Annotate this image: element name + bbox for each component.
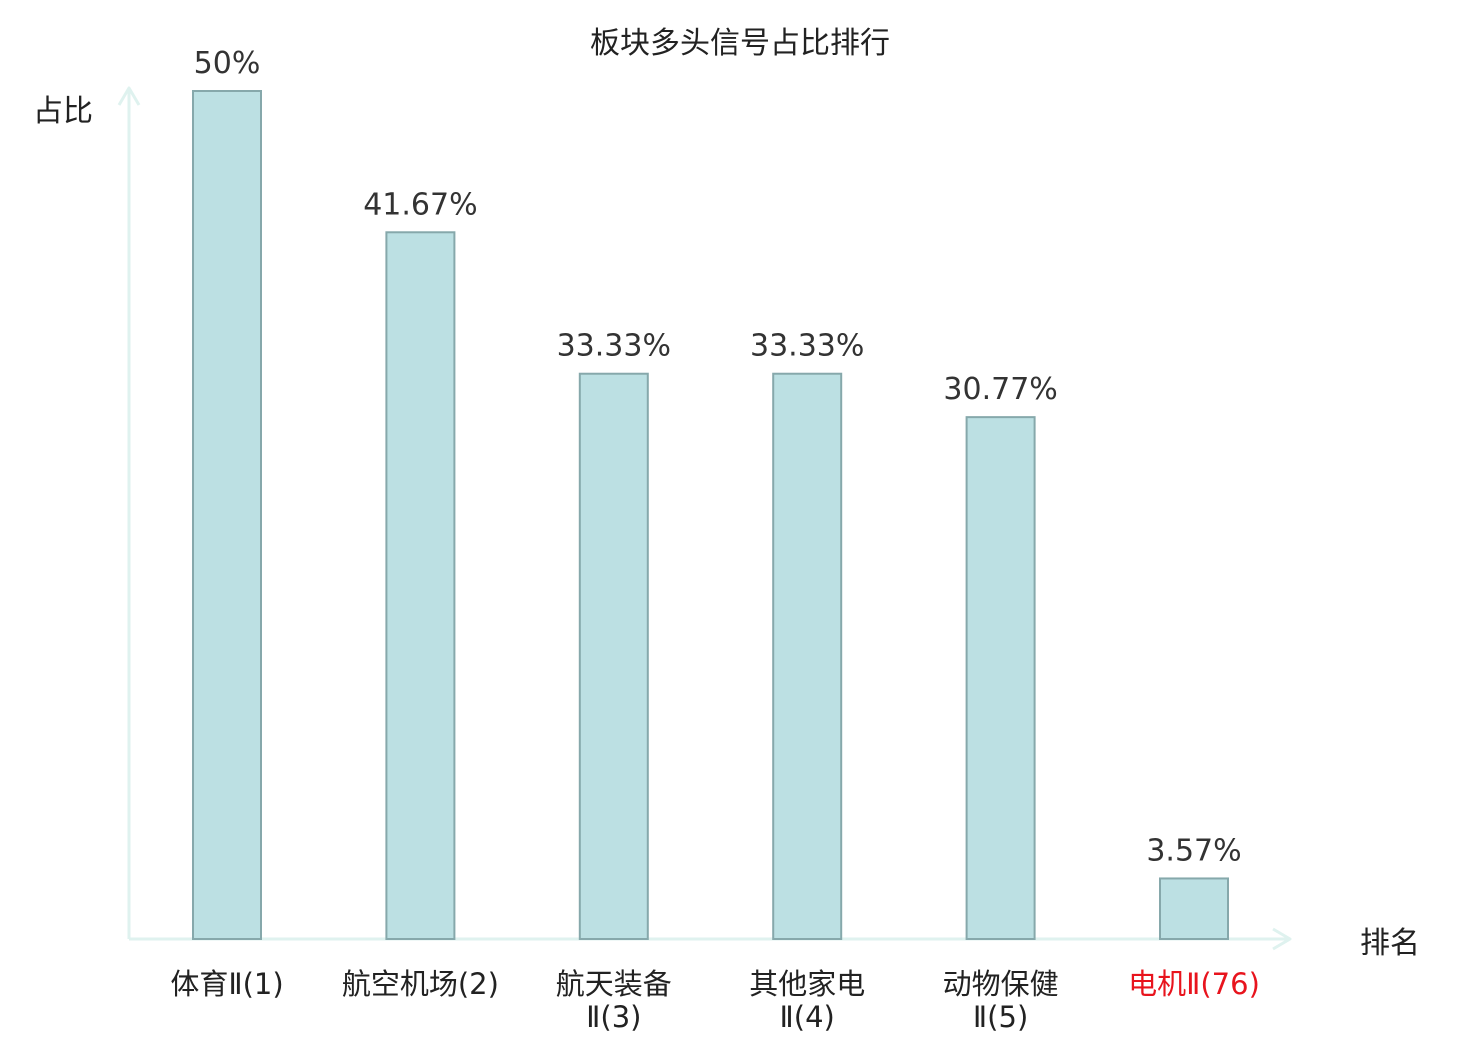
value-label: 30.77%	[943, 372, 1057, 407]
value-label: 3.57%	[1146, 833, 1241, 868]
value-labels-group: 50% 41.67% 33.33% 33.33% 30.77% 3.57%	[194, 46, 1242, 868]
category-label: 电机Ⅱ(76)	[1128, 967, 1260, 1001]
bar	[1159, 877, 1229, 941]
chart-title: 板块多头信号占比排行	[590, 26, 890, 61]
value-label: 50%	[194, 46, 261, 81]
value-label: 41.67%	[363, 187, 477, 222]
category-label: 航天装备	[556, 967, 672, 1001]
bar	[385, 231, 456, 940]
value-label: 33.33%	[557, 329, 671, 364]
category-label: Ⅱ(5)	[973, 1000, 1028, 1034]
bar	[192, 90, 262, 940]
bars-group	[192, 90, 1229, 941]
category-label: 体育Ⅱ(1)	[170, 967, 283, 1001]
bar	[965, 416, 1036, 940]
category-label: 航空机场(2)	[342, 967, 499, 1001]
category-label: Ⅱ(4)	[780, 1000, 835, 1034]
bar	[772, 372, 843, 940]
value-label: 33.33%	[750, 329, 864, 364]
category-label: 动物保健	[943, 967, 1059, 1001]
bar	[578, 372, 649, 940]
y-axis-label: 占比	[33, 94, 93, 129]
x-axis-arrow	[1272, 927, 1292, 951]
category-label: Ⅱ(3)	[586, 1000, 641, 1034]
category-label: 其他家电	[749, 967, 865, 1001]
y-axis-arrow	[117, 86, 141, 106]
x-axis-label: 排名	[1360, 926, 1420, 961]
axes	[117, 86, 1292, 951]
